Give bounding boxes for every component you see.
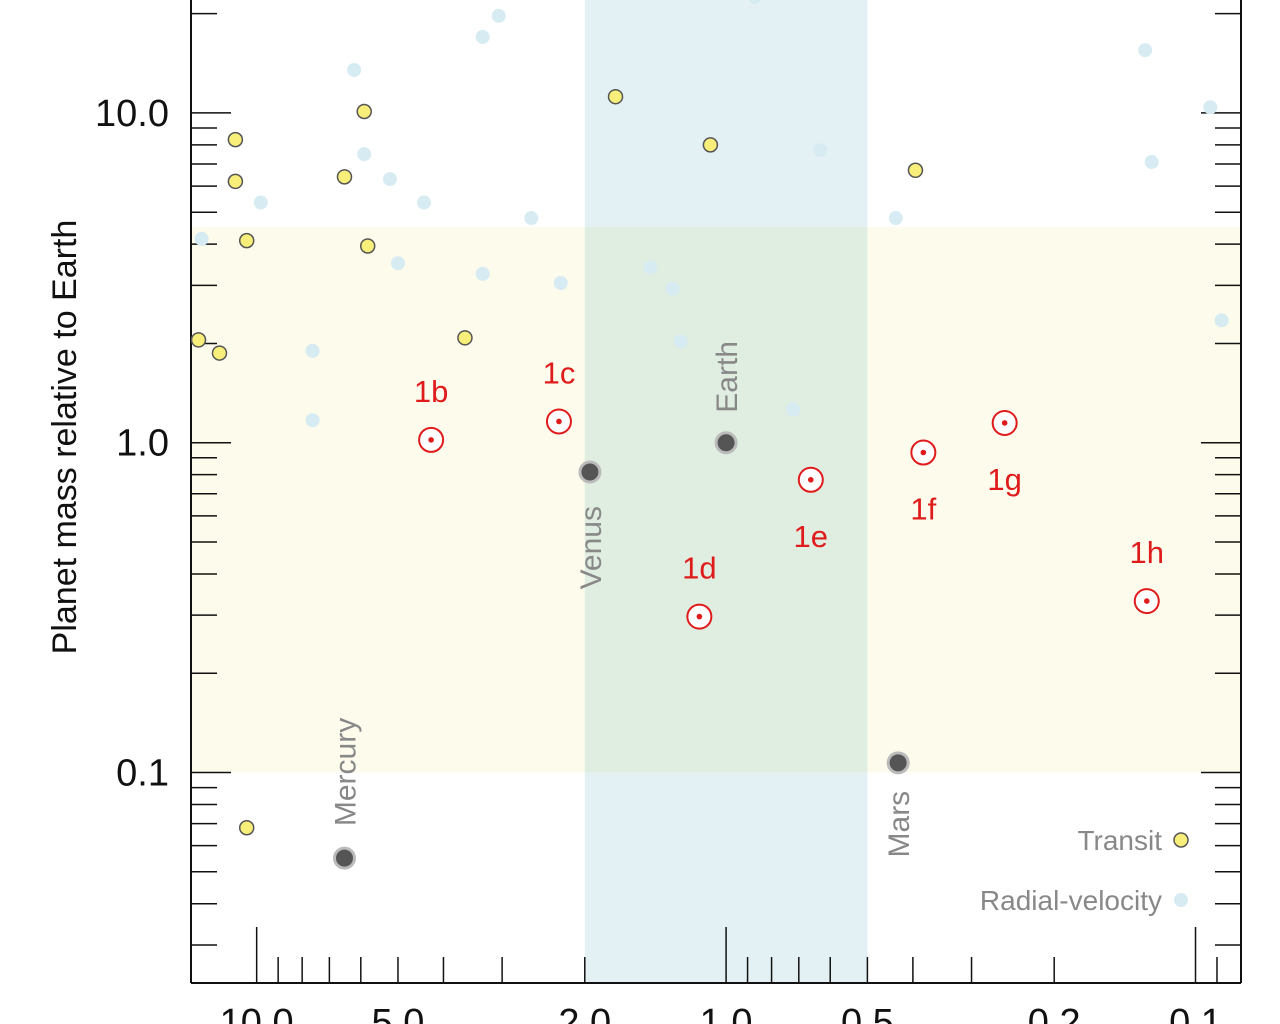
rv-point: [390, 256, 405, 271]
trappist-planet-label: 1f: [910, 491, 936, 526]
rv-point: [253, 195, 268, 210]
transit-point: [227, 173, 244, 190]
rv-point: [305, 413, 320, 428]
y-tick-label: 1.0: [116, 423, 169, 465]
solar-planet-label: Earth: [711, 341, 744, 413]
rv-point: [813, 143, 828, 158]
transit-point: [238, 232, 255, 249]
rv-point: [417, 195, 432, 210]
mass-band: [191, 227, 1241, 773]
transit-point: [336, 169, 353, 185]
x-tick-label: 0.2: [1028, 1002, 1081, 1024]
rv-point: [1138, 43, 1153, 58]
rv-point: [382, 172, 397, 187]
trappist-planet-core: [428, 437, 434, 443]
rv-point: [305, 343, 320, 358]
x-tick-label: 10.0: [220, 1002, 294, 1024]
trappist-planet-core: [920, 449, 927, 456]
transit-point: [227, 131, 244, 148]
rv-point: [673, 334, 688, 349]
trappist-planet-label: 1c: [543, 355, 576, 390]
transit-point: [907, 162, 924, 179]
rv-point: [786, 402, 801, 417]
data-points: Mercury Venus Earth Mars 1b 1c 1d 1e 1f 1g 1h: [190, 0, 1229, 870]
solar-planet-venus: [578, 460, 602, 484]
solar-planet-label: Mars: [883, 791, 916, 858]
transit-point: [238, 819, 255, 836]
rv-point: [357, 147, 372, 162]
y-tick-label: 10.0: [95, 93, 169, 135]
solar-planet-earth: [714, 431, 738, 455]
rv-point: [553, 275, 568, 290]
trappist-planet-core: [1001, 420, 1008, 426]
trappist-planet-core: [556, 418, 562, 425]
solar-planet-mercury: [332, 846, 356, 870]
solar-planet-label: Venus: [575, 506, 608, 589]
solar-planet-mars: [886, 751, 910, 775]
transit-point: [356, 103, 372, 120]
x-tick-label: 2.0: [558, 1002, 611, 1024]
trappist-planet-core: [1143, 598, 1150, 604]
trappist-planet-label: 1b: [414, 374, 448, 409]
trappist-planet-core: [696, 613, 703, 620]
transit-point: [457, 330, 473, 346]
legend-marker: [1173, 832, 1189, 848]
solar-planet-label: Mercury: [329, 718, 362, 826]
trappist-planet-label: 1d: [682, 551, 716, 586]
transit-point: [359, 238, 376, 254]
rv-point: [475, 266, 490, 281]
rv-point: [194, 231, 209, 246]
rv-point: [1203, 100, 1218, 115]
x-tick-label: 1.0: [700, 1002, 753, 1024]
transit-point: [607, 88, 624, 105]
x-tick-label: 0.5: [841, 1002, 894, 1024]
rv-point: [475, 29, 490, 44]
legend-label: Radial-velocity: [980, 885, 1162, 916]
transit-point: [702, 137, 719, 153]
trappist-planet-label: 1h: [1130, 535, 1164, 570]
trappist-planet-core: [807, 476, 814, 483]
y-axis-label: Planet mass relative to Earth: [46, 220, 84, 655]
transit-point: [211, 345, 228, 361]
rv-point: [1214, 313, 1229, 328]
rv-point: [347, 62, 362, 77]
legend: Transit Radial-velocity: [980, 825, 1189, 916]
legend-marker: [1174, 893, 1188, 907]
rv-point: [748, 0, 761, 4]
rv-point: [1144, 154, 1159, 169]
rv-point: [643, 260, 658, 275]
x-tick-label: 0.1: [1169, 1002, 1222, 1024]
rv-point: [665, 281, 680, 296]
rv-point: [888, 211, 903, 226]
y-tick-label: 0.1: [116, 753, 169, 795]
rv-point: [524, 211, 539, 226]
habitable-bands: [191, 0, 1241, 983]
rv-point: [491, 8, 506, 23]
x-tick-label: 5.0: [372, 1002, 425, 1024]
trappist-planet-label: 1g: [987, 462, 1021, 497]
transit-point: [190, 332, 207, 348]
axes: 10.0 1.0 0.1 10.0 5.0 2.0 1.0 0.5 0.2 0.1: [95, 0, 1242, 1024]
trappist-planet-label: 1e: [794, 519, 828, 554]
legend-label: Transit: [1077, 825, 1162, 856]
